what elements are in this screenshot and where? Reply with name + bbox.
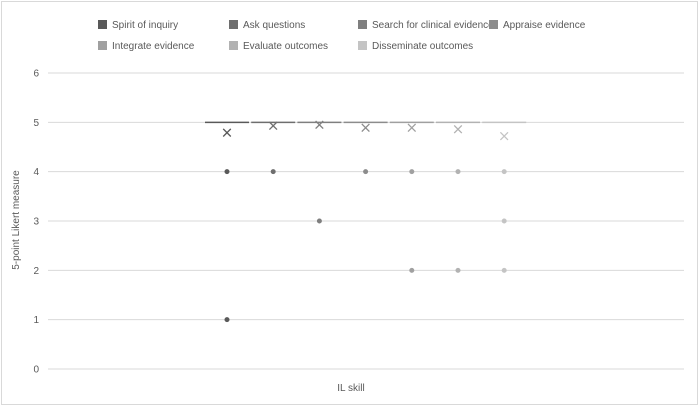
chart-marks <box>205 120 527 323</box>
legend-item: Spirit of inquiry <box>98 20 178 31</box>
legend-swatch <box>229 41 238 50</box>
legend-item: Appraise evidence <box>489 20 586 31</box>
series-group <box>251 121 296 175</box>
mean-marker <box>407 123 417 133</box>
legend-swatch <box>489 20 498 29</box>
legend: Spirit of inquiry Ask questions Search for… <box>98 20 586 52</box>
series-group <box>297 120 342 224</box>
outlier-point <box>224 169 230 175</box>
legend-item: Evaluate outcomes <box>229 41 328 52</box>
y-tick-label: 3 <box>33 217 39 228</box>
mean-marker <box>222 128 232 137</box>
legend-label: Disseminate outcomes <box>372 41 473 52</box>
series-group <box>436 121 480 273</box>
series-group <box>205 121 249 323</box>
outlier-point <box>316 218 322 224</box>
legend-label: Appraise evidence <box>503 20 586 31</box>
outlier-point <box>363 169 369 175</box>
mean-marker <box>499 131 509 141</box>
y-axis-label: 5-point Likert measure <box>11 170 22 270</box>
legend-item: Disseminate outcomes <box>358 41 473 52</box>
outlier-point <box>409 169 415 175</box>
y-tick-label: 4 <box>33 167 39 178</box>
legend-item: Ask questions <box>229 20 305 31</box>
chart-frame: Spirit of inquiry Ask questions Search for… <box>1 1 698 405</box>
legend-item: Integrate evidence <box>98 41 195 52</box>
x-axis-label: IL skill <box>337 383 364 394</box>
series-group <box>482 121 527 273</box>
legend-label: Integrate evidence <box>112 41 195 52</box>
legend-swatch <box>358 41 367 50</box>
mean-marker <box>315 120 324 130</box>
outlier-point <box>409 267 415 273</box>
outlier-point <box>224 317 230 323</box>
mean-marker <box>453 124 463 134</box>
legend-label: Spirit of inquiry <box>112 20 178 31</box>
legend-swatch <box>358 20 367 29</box>
legend-label: Evaluate outcomes <box>243 41 328 52</box>
y-tick-label: 5 <box>33 118 39 129</box>
y-tick-label: 6 <box>33 69 39 80</box>
gridlines <box>48 72 684 370</box>
mean-marker <box>361 123 370 133</box>
legend-swatch <box>229 20 238 29</box>
y-axis-ticks: 0 1 2 3 4 5 6 <box>33 69 39 376</box>
outlier-point <box>501 218 507 224</box>
outlier-point <box>455 169 461 175</box>
legend-item: Search for clinical evidence <box>358 20 494 31</box>
outlier-point <box>270 169 276 175</box>
y-tick-label: 2 <box>33 266 39 277</box>
y-tick-label: 0 <box>33 365 39 376</box>
y-tick-label: 1 <box>33 315 39 326</box>
chart-svg: Spirit of inquiry Ask questions Search for… <box>11 20 684 394</box>
series-group <box>389 121 434 273</box>
outlier-point <box>501 267 507 273</box>
legend-label: Ask questions <box>243 20 305 31</box>
outlier-point <box>455 267 461 273</box>
legend-swatch <box>98 20 107 29</box>
legend-label: Search for clinical evidence <box>372 20 494 31</box>
series-group <box>343 121 388 175</box>
legend-swatch <box>98 41 107 50</box>
mean-marker <box>268 121 278 131</box>
outlier-point <box>501 169 507 175</box>
